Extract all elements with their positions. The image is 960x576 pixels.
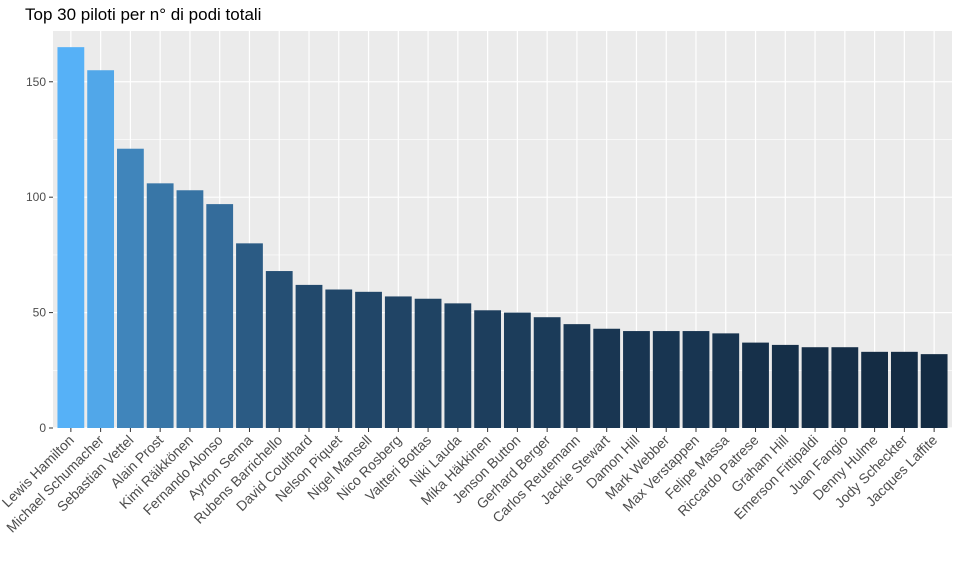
bar bbox=[682, 331, 710, 428]
bar bbox=[295, 284, 323, 428]
bar bbox=[236, 243, 263, 428]
chart-title: Top 30 piloti per n° di podi totali bbox=[25, 5, 262, 24]
bar bbox=[117, 148, 144, 428]
bar bbox=[831, 347, 859, 428]
bar bbox=[652, 331, 680, 428]
y-tick-label: 100 bbox=[26, 190, 46, 204]
bar bbox=[593, 328, 621, 428]
bar bbox=[861, 351, 888, 428]
bar bbox=[712, 333, 740, 428]
bar bbox=[474, 310, 502, 428]
bar bbox=[890, 351, 918, 428]
bar bbox=[444, 303, 472, 428]
bar bbox=[623, 331, 650, 428]
bar bbox=[563, 324, 591, 428]
bar bbox=[771, 344, 799, 428]
y-tick-label: 0 bbox=[39, 421, 46, 435]
bar bbox=[57, 47, 85, 428]
bar bbox=[384, 296, 412, 428]
bar bbox=[146, 183, 174, 428]
bar bbox=[176, 190, 204, 428]
bar bbox=[325, 289, 353, 428]
bar bbox=[801, 347, 829, 428]
bar bbox=[533, 317, 561, 428]
bar bbox=[87, 70, 115, 428]
bar bbox=[206, 204, 234, 428]
bar bbox=[355, 291, 382, 428]
bar bbox=[742, 342, 769, 428]
bar bbox=[414, 298, 442, 428]
y-tick-label: 150 bbox=[26, 75, 46, 89]
bar bbox=[265, 271, 293, 428]
y-tick-label: 50 bbox=[33, 306, 47, 320]
bar bbox=[503, 312, 531, 428]
bar bbox=[920, 354, 948, 428]
